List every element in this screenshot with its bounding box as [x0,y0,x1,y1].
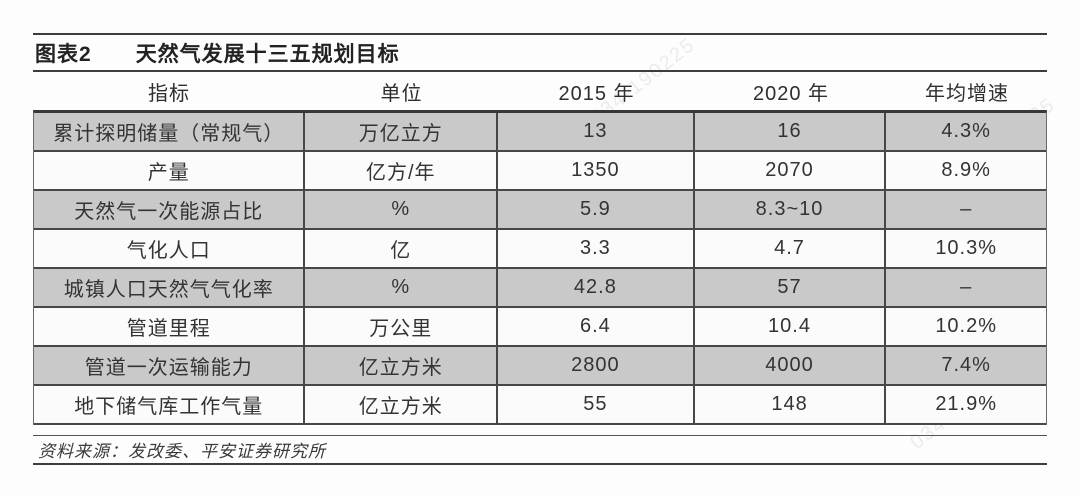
growth-cell: 7.4% [941,354,991,376]
table-row: 城镇人口天然气气化率 % 42.8 57 – [34,269,1046,308]
value-2020-cell: 16 [695,113,887,150]
value-2020-cell: 2070 [695,152,887,189]
unit-cell: 亿立方米 [305,386,499,423]
unit-cell: % [305,191,499,228]
unit-cell: 万公里 [305,308,499,345]
growth-cell: 10.3% [935,237,998,259]
growth-cell: – [960,198,973,220]
indicator-cell: 管道里程 [34,308,306,345]
unit-cell: % [305,269,499,306]
table-header-row: 指标 单位 2015 年 2020 年 年均增速 [33,72,1047,110]
table-row: 管道里程 万公里 6.4 10.4 10.2% [34,308,1046,347]
growth-cell: 4.3% [941,120,991,142]
indicator-cell: 产量 [34,152,306,189]
table-row: 产量 亿方/年 1350 2070 8.9% [34,152,1046,191]
unit-cell: 亿 [305,230,499,267]
indicator-cell: 天然气一次能源占比 [34,191,306,228]
value-2020-cell: 57 [695,269,887,306]
indicator-cell: 累计探明储量（常规气） [34,113,306,150]
value-2015-cell: 42.8 [498,269,695,306]
value-2015-cell: 1350 [498,152,695,189]
unit-cell: 亿方/年 [305,152,499,189]
table-row: 气化人口 亿 3.3 4.7 10.3% [34,230,1046,269]
col-header-2020: 2020 年 [752,82,830,105]
source-divider-bottom [33,463,1047,465]
value-2020-cell: 148 [695,386,887,423]
title-divider [33,70,1047,72]
data-table: 累计探明储量（常规气） 万亿立方 13 16 4.3% 产量 亿方/年 1350… [33,110,1047,425]
value-2015-cell: 5.9 [498,191,695,228]
value-2015-cell: 6.4 [498,308,695,345]
value-2015-cell: 13 [498,113,695,150]
figure-title-row: 图表2 天然气发展十三五规划目标 [35,36,400,70]
indicator-cell: 城镇人口天然气气化率 [34,269,306,306]
growth-cell: 10.2% [935,315,998,337]
col-header-2015: 2015 年 [558,82,635,105]
indicator-cell: 管道一次运输能力 [34,347,306,384]
value-2015-cell: 55 [498,386,695,423]
value-2020-cell: 10.4 [695,308,887,345]
value-2020-cell: 4000 [695,347,887,384]
table-row: 天然气一次能源占比 % 5.9 8.3~10 – [34,191,1046,230]
value-2020-cell: 4.7 [695,230,887,267]
source-text: 资料来源：发改委、平安证券研究所 [38,442,326,461]
indicator-cell: 地下储气库工作气量 [34,386,306,423]
figure-title: 天然气发展十三五规划目标 [135,43,400,66]
value-2015-cell: 3.3 [498,230,695,267]
growth-cell: 21.9% [935,393,998,415]
source-row: 资料来源：发改委、平安证券研究所 [38,437,326,462]
value-2020-cell: 8.3~10 [695,191,887,228]
col-header-unit: 单位 [380,82,423,105]
growth-cell: 8.9% [941,159,991,181]
unit-cell: 万亿立方 [305,113,499,150]
table-row: 管道一次运输能力 亿立方米 2800 4000 7.4% [34,347,1046,386]
growth-cell: – [960,276,973,298]
unit-cell: 亿立方米 [305,347,499,384]
col-header-growth: 年均增速 [925,82,1009,105]
col-header-indicator: 指标 [148,82,190,105]
figure-label: 图表2 [35,43,92,66]
source-divider-top [33,435,1047,436]
table-row: 地下储气库工作气量 亿立方米 55 148 21.9% [34,386,1046,425]
indicator-cell: 气化人口 [34,230,306,267]
table-row: 累计探明储量（常规气） 万亿立方 13 16 4.3% [34,113,1046,152]
value-2015-cell: 2800 [498,347,695,384]
top-divider [33,33,1047,35]
